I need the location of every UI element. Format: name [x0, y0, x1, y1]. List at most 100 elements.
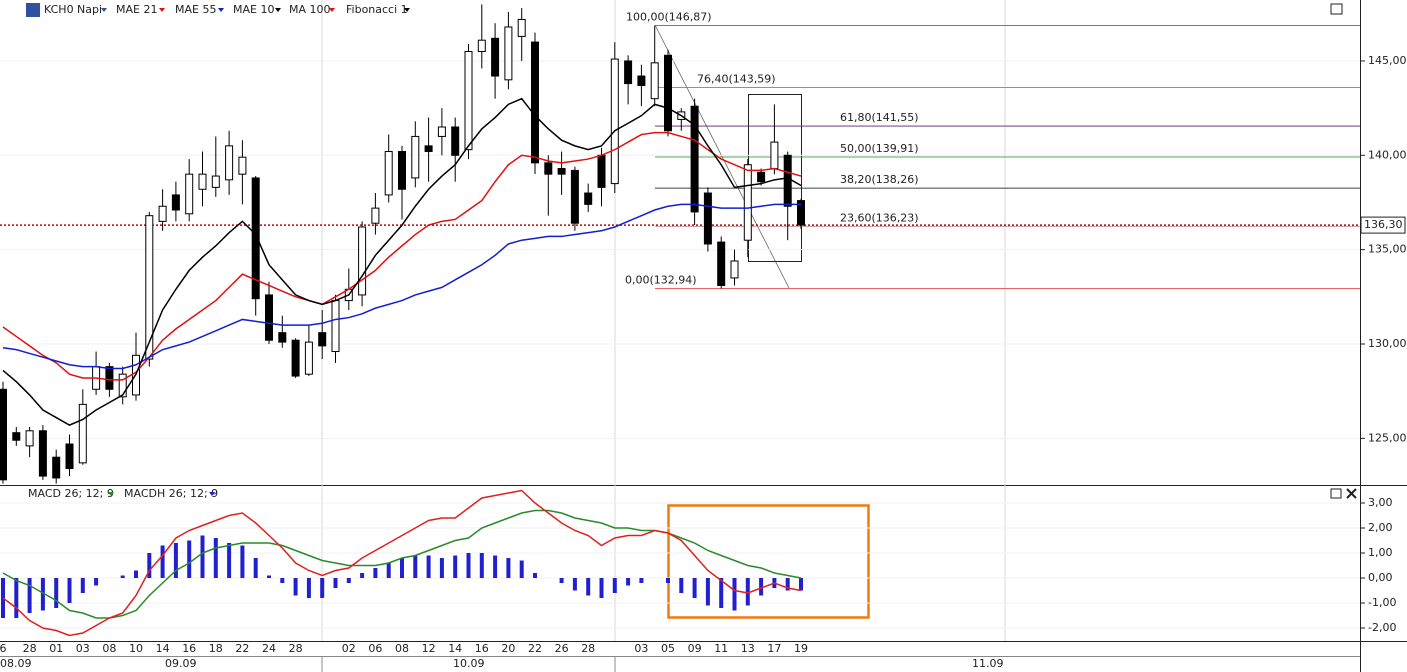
candle-body	[411, 135, 420, 179]
histogram-bar	[519, 560, 524, 578]
y-tick-label: 125,00	[1368, 431, 1407, 444]
dropdown-arrow[interactable]	[108, 492, 114, 496]
histogram-bar	[333, 578, 338, 588]
maximize-button[interactable]	[1330, 3, 1343, 15]
candle-body	[331, 300, 340, 353]
histogram-bar	[599, 578, 604, 598]
candle-body	[770, 141, 779, 170]
histogram-bar	[639, 578, 644, 583]
x-group-label: 10.09	[453, 657, 485, 670]
histogram-bar	[227, 543, 232, 578]
maximize-button[interactable]	[1330, 488, 1342, 499]
candle-body	[0, 388, 7, 481]
histogram-bar	[732, 578, 737, 611]
x-group-label: 08.09	[0, 657, 32, 670]
histogram-bar	[360, 573, 365, 578]
legend-entry[interactable]: MACD 26; 12; 9	[28, 487, 114, 500]
legend-entry[interactable]: MACDH 26; 12; 9	[124, 487, 218, 500]
histogram-bar	[240, 545, 245, 578]
histogram-bar	[54, 578, 59, 608]
candle-body	[185, 173, 194, 215]
histogram-bar	[147, 553, 152, 578]
x-tick-label: 6	[0, 642, 7, 655]
candle-body	[743, 164, 752, 241]
x-tick-label: 22	[235, 642, 249, 655]
candle-body	[757, 171, 766, 183]
x-group-label: 09.09	[165, 657, 197, 670]
histogram-bar	[160, 545, 165, 578]
x-tick-label: 28	[581, 642, 595, 655]
histogram-bar	[705, 578, 710, 606]
highlight-box	[667, 504, 870, 619]
y-tick-label: 1,00	[1368, 546, 1393, 559]
histogram-bar	[14, 578, 19, 618]
candle-body	[38, 430, 47, 477]
candle-body	[424, 145, 433, 153]
histogram-bar	[719, 578, 724, 608]
histogram-bar	[679, 578, 684, 593]
histogram-bar	[533, 573, 537, 578]
candle-body	[664, 54, 672, 132]
candle-body	[65, 443, 74, 470]
fibonacci-label: 50,00(139,91)	[840, 142, 919, 155]
candle-body	[78, 403, 87, 464]
legend-entry[interactable]: MAE 55	[175, 3, 216, 16]
dropdown-arrow[interactable]	[209, 492, 215, 496]
legend-entry[interactable]: Fibonacci 1	[346, 3, 408, 16]
y-tick-label: 140,00	[1368, 148, 1407, 161]
x-tick-label: 18	[209, 642, 223, 655]
candle-body	[278, 332, 287, 343]
y-tick-label: -1,00	[1368, 596, 1396, 609]
histogram-bar	[134, 570, 138, 578]
legend-entry[interactable]: MAE 10	[233, 3, 274, 16]
x-tick-label: 22	[528, 642, 542, 655]
histogram-bar	[67, 578, 72, 603]
dropdown-arrow[interactable]	[404, 8, 410, 12]
dropdown-arrow[interactable]	[218, 8, 224, 12]
candle-body	[437, 126, 446, 137]
candle-body	[25, 430, 34, 447]
candle-body	[531, 41, 539, 164]
histogram-bar	[745, 578, 750, 606]
symbol-label[interactable]: KCH0 Napi	[44, 3, 102, 16]
dropdown-arrow[interactable]	[329, 8, 335, 12]
x-tick-label: 03	[634, 642, 648, 655]
fibonacci-label: 100,00(146,87)	[626, 11, 712, 24]
candle-body	[477, 39, 486, 53]
dropdown-arrow[interactable]	[159, 8, 165, 12]
candle-body	[145, 215, 154, 360]
candle-body	[12, 432, 21, 441]
y-tick-label: 3,00	[1368, 496, 1393, 509]
close-button[interactable]	[1346, 488, 1357, 499]
dropdown-arrow[interactable]	[101, 8, 107, 12]
candle-body	[491, 37, 500, 77]
candle-body	[291, 339, 300, 377]
x-tick-label: 10	[129, 642, 143, 655]
legend-entry[interactable]: MAE 21	[116, 3, 157, 16]
histogram-bar	[253, 558, 258, 578]
histogram-bar	[320, 578, 325, 598]
x-tick-label: 13	[741, 642, 755, 655]
candle-body	[198, 173, 207, 190]
histogram-bar	[493, 555, 498, 578]
x-tick-label: 08	[395, 642, 409, 655]
dropdown-arrow[interactable]	[275, 8, 281, 12]
fibonacci-label: 38,20(138,26)	[840, 173, 919, 186]
candle-body	[584, 192, 593, 205]
legend-entry[interactable]: MA 100	[289, 3, 331, 16]
histogram-bar	[759, 578, 764, 596]
last-price-box	[1360, 216, 1406, 234]
histogram-bar	[626, 578, 631, 586]
indicator-line	[2, 97, 802, 426]
x-tick-label: 05	[661, 642, 675, 655]
histogram-bar	[559, 578, 564, 583]
x-tick-label: 28	[289, 642, 303, 655]
indicator-line	[2, 489, 802, 637]
candle-body	[371, 207, 380, 224]
candle-body	[225, 145, 234, 181]
histogram-bar	[439, 558, 444, 578]
fibonacci-label: 23,60(136,23)	[840, 211, 919, 224]
symbol-icon[interactable]	[26, 3, 40, 17]
